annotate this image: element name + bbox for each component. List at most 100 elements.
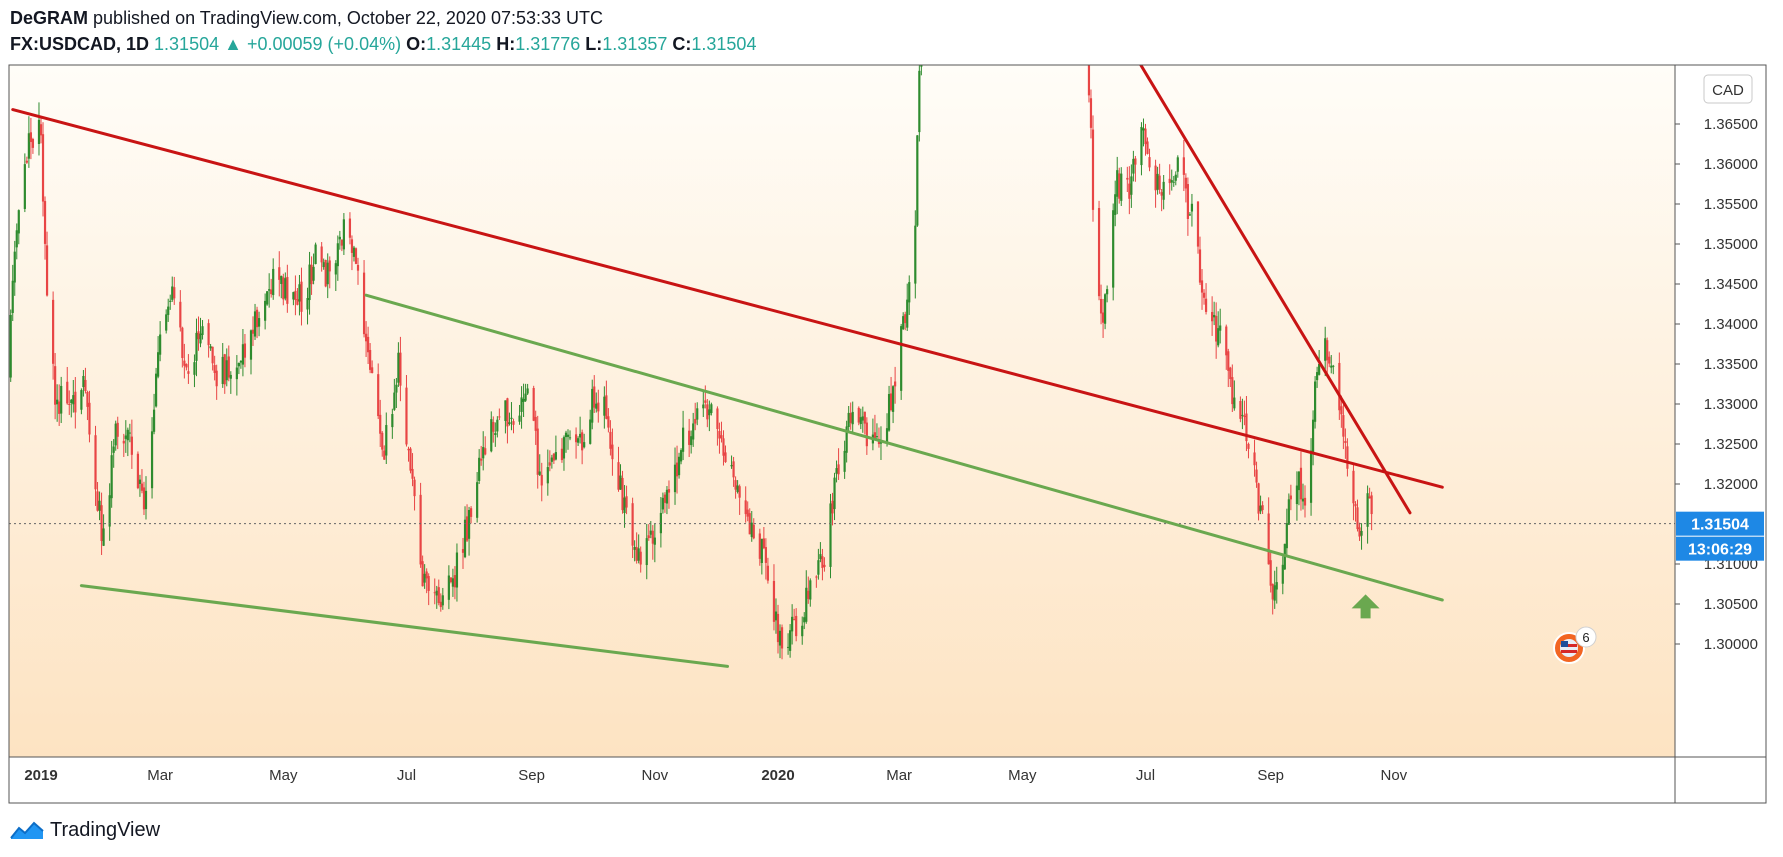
candle-body xyxy=(393,392,396,410)
candle-body xyxy=(734,480,737,490)
candle-body xyxy=(793,619,796,621)
time-axis[interactable]: 2019 Mar May Jul Sep Nov 2020 Mar May Jul Sep Nov xyxy=(24,767,1407,784)
tradingview-brand[interactable]: TradingView xyxy=(10,818,160,842)
candle-body xyxy=(1267,513,1270,565)
candle-body xyxy=(1182,157,1185,175)
candle-body xyxy=(1184,177,1187,189)
candle-body xyxy=(221,356,224,384)
candle-body xyxy=(879,441,883,444)
candle-body xyxy=(908,282,911,303)
candle-body xyxy=(696,408,699,420)
green-trendline[interactable] xyxy=(79,584,730,668)
candle-body xyxy=(243,343,247,358)
candle-body xyxy=(724,452,727,463)
candle-body xyxy=(1101,312,1105,323)
candle-body xyxy=(377,374,380,417)
candle-body xyxy=(524,393,527,401)
candle-body xyxy=(673,464,677,493)
candle-body xyxy=(591,388,594,423)
candle-body xyxy=(1309,450,1313,503)
high-label: H: xyxy=(496,34,516,54)
candle-body xyxy=(407,448,410,451)
candle-body xyxy=(142,487,146,510)
candle-body xyxy=(423,573,426,583)
author-name[interactable]: DeGRAM xyxy=(10,8,89,28)
candle-body xyxy=(562,437,566,459)
candle-body xyxy=(255,309,259,328)
candle-body xyxy=(815,576,818,578)
candle-body xyxy=(433,592,436,594)
candle-body xyxy=(421,561,424,587)
candle-body xyxy=(1116,170,1119,197)
candle-body xyxy=(257,318,261,327)
candle-body xyxy=(413,479,416,497)
candle-body xyxy=(704,400,707,403)
candle-body xyxy=(1225,326,1228,356)
candle-body xyxy=(108,495,111,527)
candle-body xyxy=(1370,495,1373,515)
plot-frame xyxy=(8,64,1767,804)
candle-body xyxy=(710,404,713,414)
candle-body xyxy=(681,427,685,452)
candle-body xyxy=(885,428,889,444)
published-text: published on TradingView.com, October 22… xyxy=(93,8,604,28)
candle-body xyxy=(88,402,91,435)
candle-body xyxy=(340,239,343,246)
candle-body xyxy=(84,379,87,392)
events-flag-icon[interactable]: 6 xyxy=(1553,626,1597,664)
candle-body xyxy=(112,446,115,453)
candle-body xyxy=(138,479,142,484)
candle-body xyxy=(738,486,741,498)
candle-body xyxy=(310,264,313,285)
candle-body xyxy=(1168,178,1171,184)
candle-body xyxy=(264,300,267,321)
red-trendline[interactable] xyxy=(1135,64,1412,515)
red-trendline[interactable] xyxy=(11,108,1444,489)
time-tick-label: Mar xyxy=(886,767,912,784)
candle-body xyxy=(1314,381,1317,422)
candle-body xyxy=(215,370,218,387)
candle-body xyxy=(369,349,372,370)
candle-body xyxy=(809,580,812,600)
candle-body xyxy=(1213,314,1216,318)
candle-body xyxy=(1326,340,1329,361)
candle-body xyxy=(617,462,620,490)
candle-body xyxy=(411,468,414,479)
candle-body xyxy=(66,381,69,404)
candle-body xyxy=(15,230,18,248)
candle-body xyxy=(320,246,323,263)
brand-name: TradingView xyxy=(50,819,161,841)
price-axis[interactable]: 1.300001.305001.310001.320001.325001.330… xyxy=(1675,116,1758,653)
candle-body xyxy=(453,575,457,588)
candle-body xyxy=(508,422,511,425)
candle-body xyxy=(439,601,442,608)
candle-body xyxy=(526,388,529,394)
candle-body xyxy=(875,436,879,438)
candle-body xyxy=(58,401,61,414)
green-trendline[interactable] xyxy=(364,293,1444,602)
candle-body xyxy=(633,546,636,550)
currency-badge[interactable]: CAD xyxy=(1703,74,1753,104)
countdown-badge-text: 13:06:29 xyxy=(1688,542,1752,559)
symbol-label[interactable]: FX:USDCAD, 1D xyxy=(10,34,150,54)
candle-body xyxy=(859,417,862,425)
candle-body xyxy=(476,482,479,518)
candle-body xyxy=(437,587,440,604)
candle-body xyxy=(861,416,864,421)
candle-body xyxy=(520,397,523,412)
candle-body xyxy=(193,362,196,375)
candle-body xyxy=(1099,298,1103,314)
candle-body xyxy=(1271,583,1274,600)
candle-body xyxy=(548,462,551,466)
candle-body xyxy=(39,124,43,136)
price-chart[interactable]: 1.300001.305001.310001.320001.325001.330… xyxy=(8,64,1775,805)
candle-body xyxy=(1112,210,1115,288)
trendlines[interactable] xyxy=(11,64,1444,668)
candle-body xyxy=(300,281,303,312)
candle-body xyxy=(621,477,624,511)
candle-body xyxy=(722,438,725,456)
candle-body xyxy=(397,352,400,383)
candle-body xyxy=(86,391,89,407)
candle-body xyxy=(391,414,394,428)
candle-body xyxy=(1253,452,1256,466)
